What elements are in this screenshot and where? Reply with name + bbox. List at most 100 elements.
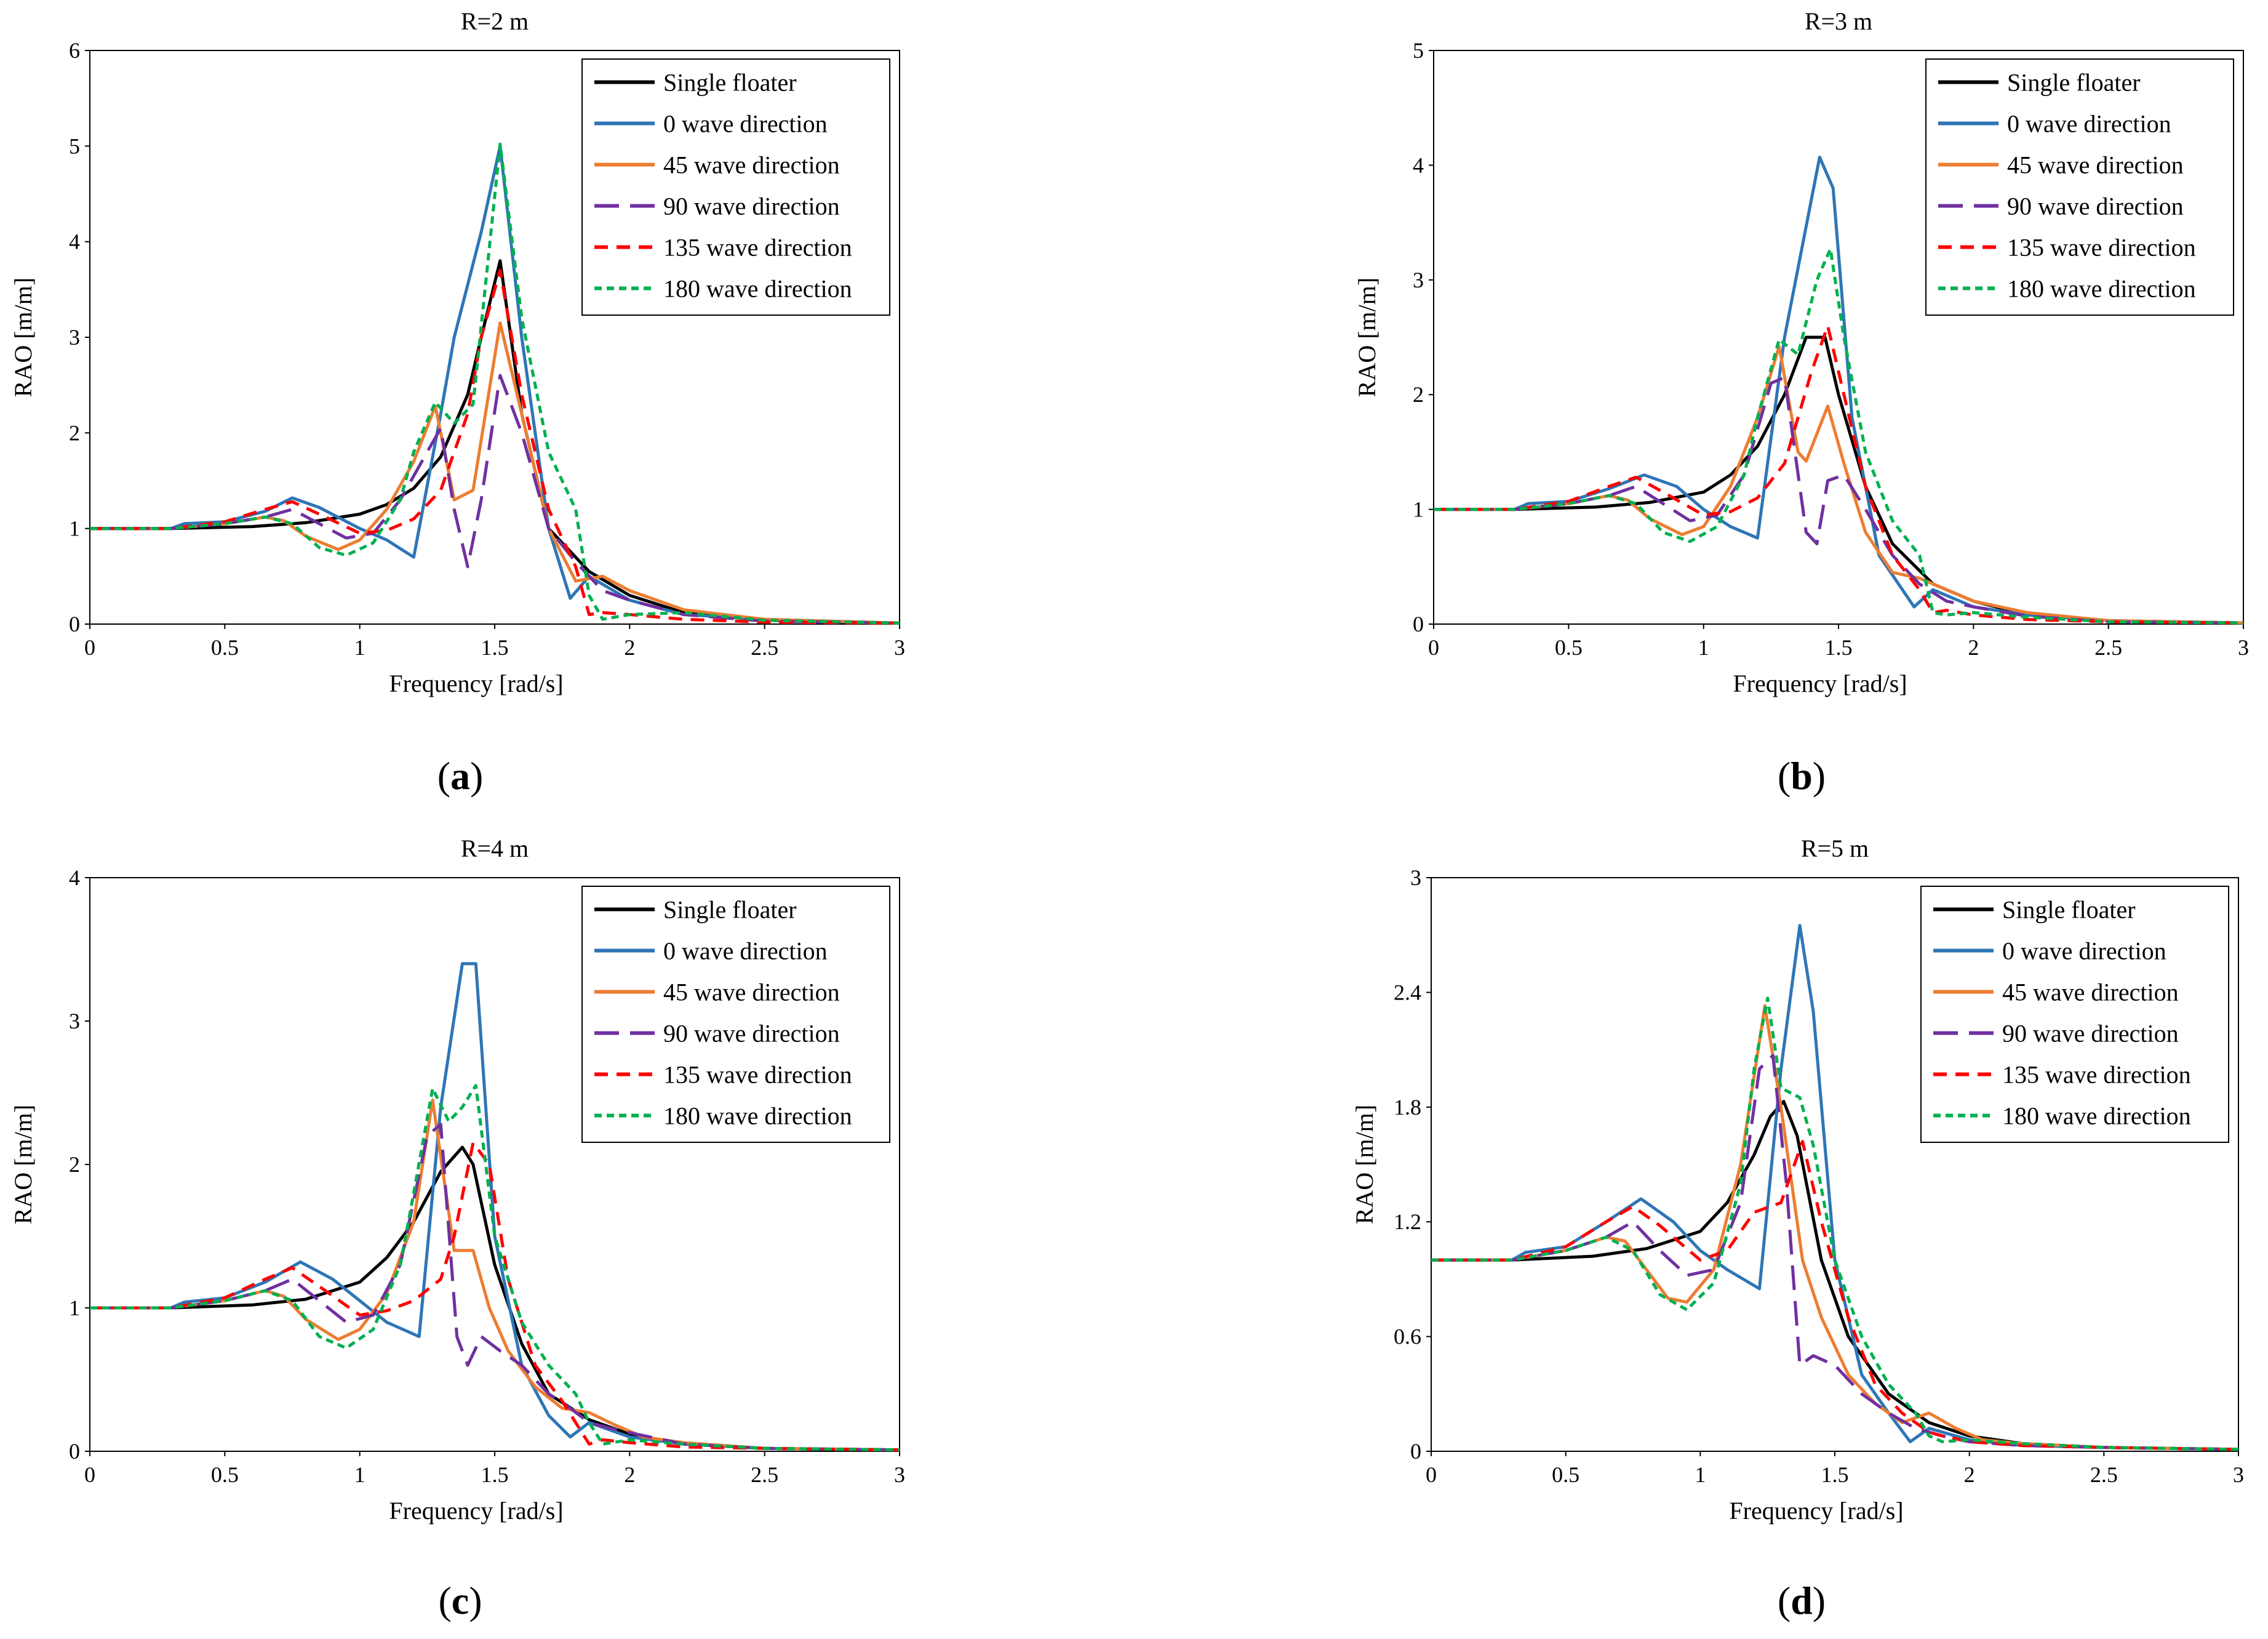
legend-label: Single floater bbox=[2002, 896, 2136, 924]
chart-panel-c: R=4 m 0 0.5 1 1.5 2 2.5 3 0 1 2 3 4 Frequency [rad/s]… bbox=[9, 835, 905, 1622]
y-tick-label: 3 bbox=[69, 1009, 80, 1033]
legend-label: 90 wave direction bbox=[2007, 193, 2184, 220]
legend: Single floater 0 wave direction 45 wave di… bbox=[581, 58, 890, 316]
series-line-4 bbox=[1434, 324, 2244, 625]
x-axis-label: Frequency [rad/s] bbox=[389, 1497, 563, 1525]
series-line-4 bbox=[90, 268, 900, 625]
y-tick-label: 2.4 bbox=[1394, 980, 1421, 1004]
x-axis-label: Frequency [rad/s] bbox=[1729, 1497, 1903, 1525]
y-tick-label: 1 bbox=[1413, 497, 1424, 522]
y-axis-label: RAO [m/m] bbox=[1351, 1105, 1378, 1224]
caption-letter: d bbox=[1791, 1579, 1813, 1622]
x-tick-label: 1.5 bbox=[1821, 1462, 1849, 1487]
series-line-4 bbox=[90, 1141, 900, 1452]
y-tick-label: 1 bbox=[69, 1296, 80, 1320]
y-tick-label: 3 bbox=[1413, 268, 1424, 292]
series-line-3 bbox=[1434, 375, 2244, 625]
x-tick-label: 2 bbox=[1964, 1462, 1975, 1487]
chart-title: R=4 m bbox=[461, 835, 529, 862]
legend-label: 135 wave direction bbox=[663, 234, 852, 262]
caption-paren-close: ) bbox=[1813, 754, 1826, 798]
chart-panel-b: R=3 m 0 0.5 1 1.5 2 2.5 3 0 1 2 3 4 5 Frequency [rad/s… bbox=[1353, 7, 2249, 798]
y-tick-label: 3 bbox=[1410, 865, 1421, 890]
legend-label: 0 wave direction bbox=[2007, 110, 2171, 138]
legend-label: 135 wave direction bbox=[2002, 1061, 2191, 1089]
y-tick-label: 2 bbox=[69, 1152, 80, 1177]
x-tick-label: 2 bbox=[624, 635, 635, 660]
caption-paren-close: ) bbox=[469, 1579, 482, 1622]
legend-label: 90 wave direction bbox=[663, 193, 840, 220]
legend-label: 180 wave direction bbox=[663, 1102, 852, 1130]
x-tick-label: 0.5 bbox=[1552, 1462, 1579, 1487]
x-tick-label: 0.5 bbox=[211, 635, 239, 660]
caption-paren-open: ( bbox=[438, 1579, 451, 1622]
x-tick-label: 2.5 bbox=[2090, 1462, 2118, 1487]
y-tick-label: 0 bbox=[69, 612, 80, 636]
legend-label: 45 wave direction bbox=[2007, 151, 2184, 179]
panel-caption: (c) bbox=[438, 1579, 482, 1622]
series-line-3 bbox=[90, 374, 900, 625]
y-tick-label: 4 bbox=[69, 865, 80, 890]
series-line-1 bbox=[1434, 155, 2244, 625]
x-tick-label: 3 bbox=[2238, 635, 2249, 660]
series-line-3 bbox=[1431, 1054, 2239, 1451]
series-line-0 bbox=[1431, 1100, 2239, 1451]
x-tick-label: 0 bbox=[1428, 635, 1439, 660]
legend-label: 90 wave direction bbox=[2002, 1020, 2179, 1048]
legend-box bbox=[581, 886, 890, 1143]
series-line-0 bbox=[1434, 335, 2244, 625]
x-tick-label: 2 bbox=[624, 1462, 635, 1487]
series-line-2 bbox=[90, 1098, 900, 1452]
legend-box bbox=[1920, 886, 2229, 1143]
legend-label: 135 wave direction bbox=[663, 1061, 852, 1089]
x-axis-label: Frequency [rad/s] bbox=[1733, 670, 1907, 697]
series-line-4 bbox=[1431, 1140, 2239, 1451]
x-tick-label: 2 bbox=[1968, 635, 1979, 660]
series-line-0 bbox=[90, 259, 900, 625]
caption-letter: b bbox=[1791, 754, 1813, 798]
x-tick-label: 1 bbox=[1695, 1462, 1706, 1487]
y-axis-label: RAO [m/m] bbox=[9, 278, 37, 397]
caption-paren-close: ) bbox=[1813, 1579, 1826, 1622]
legend-label: 45 wave direction bbox=[2002, 979, 2179, 1006]
x-tick-label: 0 bbox=[84, 1462, 95, 1487]
x-tick-label: 1.5 bbox=[481, 1462, 509, 1487]
x-tick-label: 1 bbox=[1698, 635, 1709, 660]
x-axis-label: Frequency [rad/s] bbox=[389, 670, 563, 697]
x-tick-label: 0 bbox=[1426, 1462, 1437, 1487]
x-tick-label: 0.5 bbox=[211, 1462, 239, 1487]
y-tick-label: 5 bbox=[69, 134, 80, 158]
series-line-5 bbox=[90, 142, 900, 625]
y-axis-label: RAO [m/m] bbox=[9, 1105, 37, 1224]
x-tick-label: 2.5 bbox=[751, 635, 778, 660]
y-tick-label: 6 bbox=[69, 38, 80, 63]
x-tick-label: 3 bbox=[894, 635, 905, 660]
chart-panel-a: R=2 m 0 0.5 1 1.5 2 2.5 3 0 1 2 3 4 5 6 Frequency [rad/… bbox=[9, 7, 905, 798]
y-axis-label: RAO [m/m] bbox=[1353, 278, 1381, 397]
y-tick-label: 1.8 bbox=[1394, 1095, 1421, 1120]
x-tick-label: 3 bbox=[894, 1462, 905, 1487]
x-tick-label: 2.5 bbox=[751, 1462, 778, 1487]
series-line-2 bbox=[90, 321, 900, 625]
y-tick-label: 4 bbox=[1413, 153, 1424, 177]
x-tick-label: 1.5 bbox=[1825, 635, 1853, 660]
x-tick-label: 1 bbox=[354, 1462, 365, 1487]
legend-label: 0 wave direction bbox=[2002, 937, 2166, 965]
x-tick-label: 3 bbox=[2233, 1462, 2244, 1487]
caption-paren-open: ( bbox=[1778, 1579, 1791, 1622]
series-line-2 bbox=[1431, 1004, 2239, 1451]
legend-label: 180 wave direction bbox=[2007, 275, 2196, 303]
y-tick-label: 1 bbox=[69, 516, 80, 541]
legend-label: Single floater bbox=[2007, 69, 2141, 97]
panel-caption: (d) bbox=[1778, 1579, 1826, 1622]
legend-label: 180 wave direction bbox=[2002, 1102, 2191, 1130]
caption-letter: a bbox=[450, 754, 470, 798]
legend-box bbox=[1925, 58, 2234, 316]
series-line-5 bbox=[1431, 996, 2239, 1451]
legend: Single floater 0 wave direction 45 wave di… bbox=[1925, 58, 2234, 316]
y-tick-label: 0 bbox=[69, 1439, 80, 1464]
y-tick-label: 2 bbox=[69, 420, 80, 445]
legend-label: 90 wave direction bbox=[663, 1020, 840, 1048]
y-tick-label: 0.6 bbox=[1394, 1324, 1421, 1349]
